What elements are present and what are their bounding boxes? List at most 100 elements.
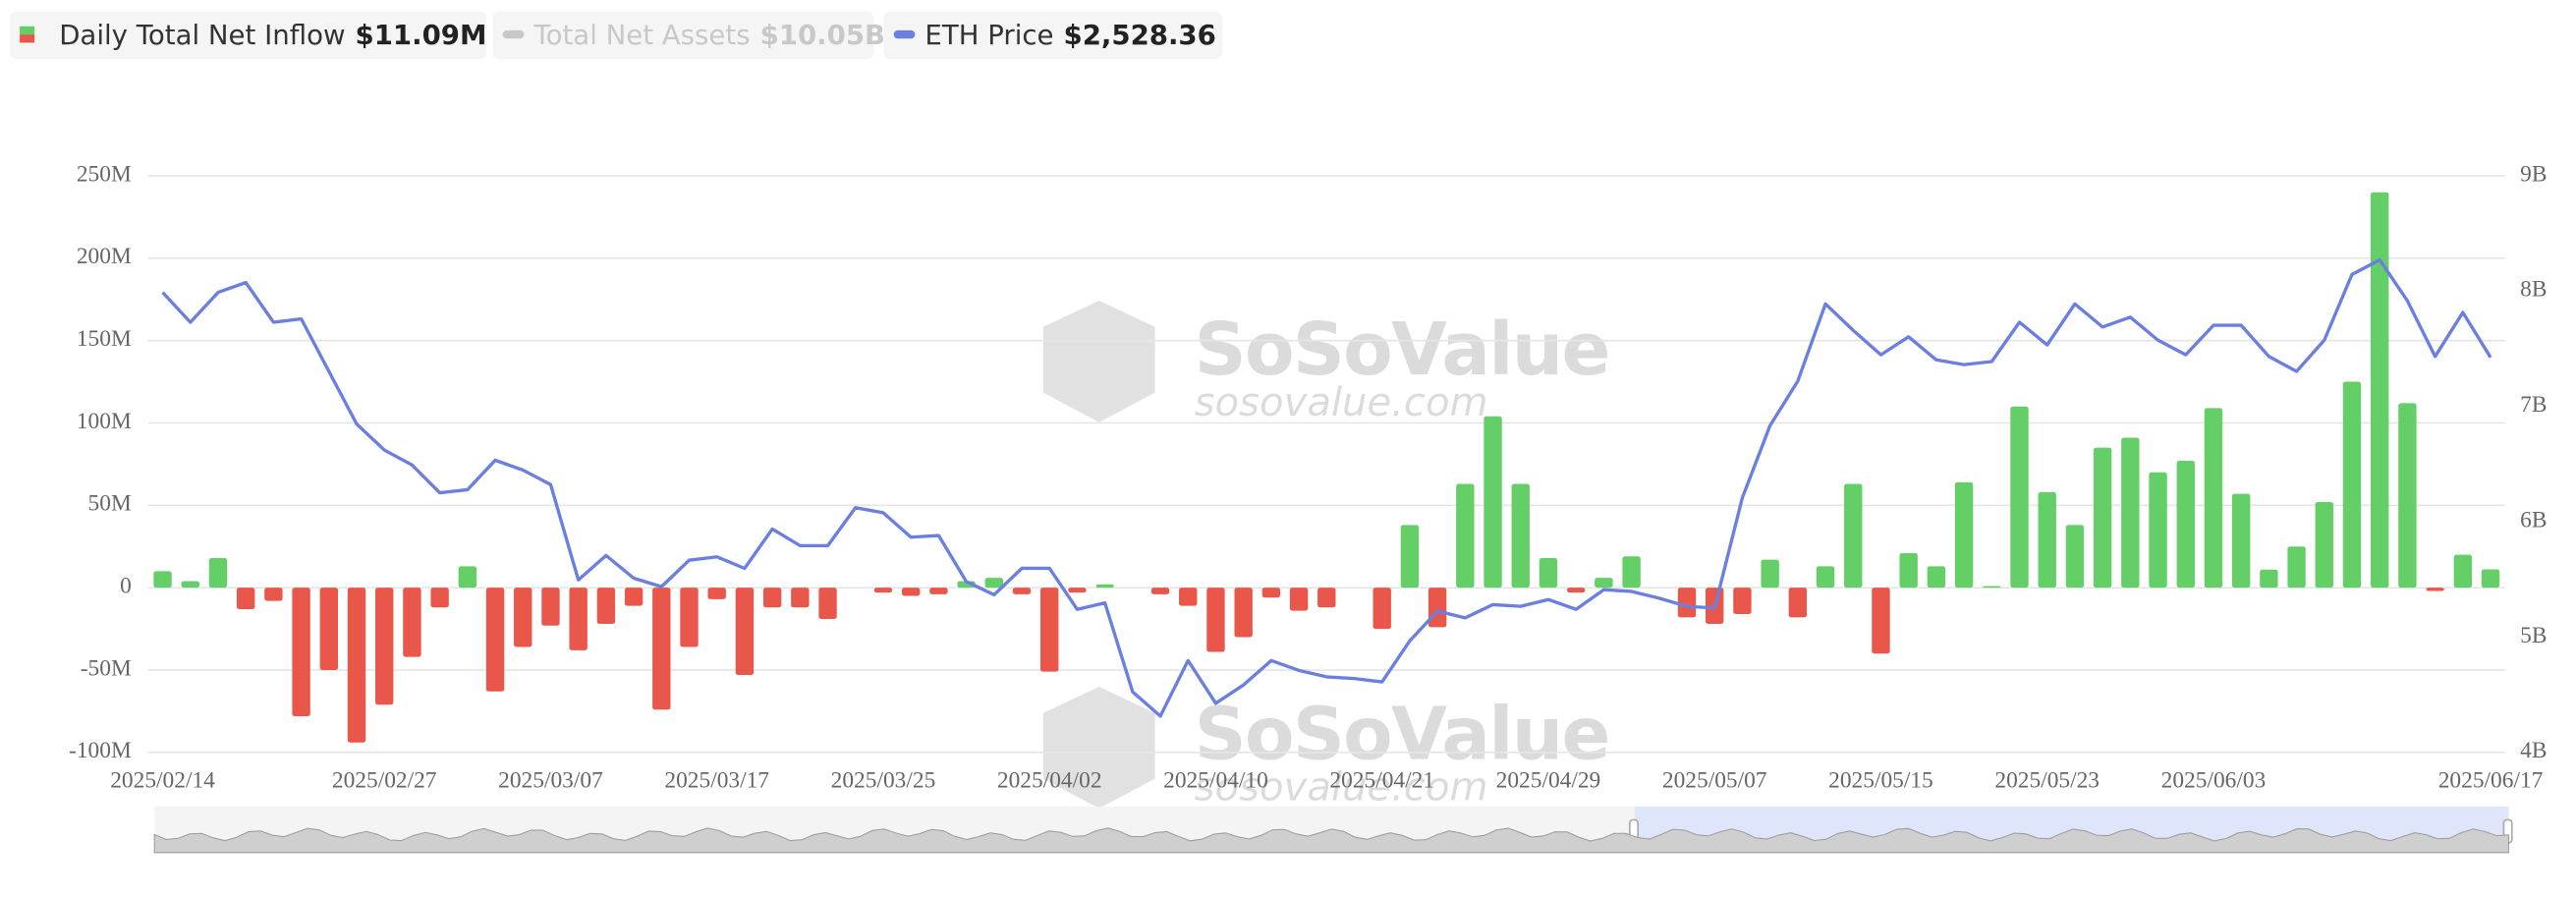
bar bbox=[735, 588, 755, 676]
y2-tick-label: 8B bbox=[2520, 277, 2547, 303]
x-tick-label: 2025/06/03 bbox=[2161, 767, 2267, 793]
bar bbox=[596, 588, 616, 625]
legend-icon bbox=[502, 29, 525, 39]
price-line bbox=[161, 257, 2492, 718]
legend-label: Daily Total Net Inflow $11.09M bbox=[59, 19, 486, 51]
bar bbox=[541, 588, 560, 626]
watermark: SoSoValue sosovalue.com SoSoValue sosova… bbox=[1042, 301, 1610, 810]
bar bbox=[1400, 525, 1420, 589]
bar bbox=[2342, 381, 2362, 589]
bar bbox=[1816, 566, 1835, 589]
legend-item[interactable]: Total Net Assets $10.05B bbox=[492, 11, 885, 60]
bar bbox=[1261, 588, 1281, 598]
bar bbox=[2398, 403, 2417, 589]
x-tick-label: 2025/03/17 bbox=[664, 767, 769, 793]
y2-tick-label: 9B bbox=[2520, 161, 2547, 187]
bar bbox=[1927, 566, 1946, 589]
bar bbox=[2093, 447, 2112, 589]
bar bbox=[2260, 569, 2278, 589]
bar bbox=[1012, 588, 1032, 594]
bar bbox=[2453, 554, 2473, 589]
grid bbox=[147, 175, 2506, 754]
x-tick-label: 2025/04/10 bbox=[1163, 767, 1268, 793]
x-tick-label: 2025/05/15 bbox=[1828, 767, 1933, 793]
bar bbox=[1983, 586, 2001, 589]
x-tick-label: 2025/04/02 bbox=[997, 767, 1102, 793]
legend-item[interactable]: Daily Total Net Inflow $11.09M bbox=[10, 11, 486, 60]
legend-label: Total Net Assets $10.05B bbox=[532, 19, 885, 51]
bar bbox=[2149, 472, 2167, 589]
bar bbox=[1566, 588, 1586, 593]
legend-value: $10.05B bbox=[760, 19, 885, 51]
bar bbox=[929, 588, 948, 594]
watermark-brand: SoSoValue bbox=[1195, 309, 1609, 392]
bar bbox=[1289, 588, 1309, 611]
x-tick-label: 2025/02/27 bbox=[332, 767, 437, 793]
x-tick-label: 2025/02/14 bbox=[110, 767, 215, 793]
bar bbox=[2204, 408, 2223, 589]
bar bbox=[2481, 569, 2500, 589]
y2-tick-label: 5B bbox=[2520, 623, 2547, 648]
y2-tick-label: 6B bbox=[2520, 507, 2547, 533]
bar bbox=[1317, 588, 1336, 608]
bar bbox=[1484, 416, 1502, 589]
bar bbox=[818, 588, 837, 620]
x-tick-label: 2025/05/23 bbox=[1994, 767, 2100, 793]
bar bbox=[1899, 552, 1918, 589]
legend-item[interactable]: ETH Price $2,528.36 bbox=[883, 11, 1223, 60]
bar bbox=[514, 588, 532, 647]
navigator-area bbox=[153, 827, 2509, 854]
bar bbox=[1622, 556, 1641, 589]
legend-bg bbox=[10, 11, 486, 60]
legend-icon bbox=[893, 29, 916, 39]
bar bbox=[1733, 588, 1752, 614]
bar bbox=[1788, 588, 1808, 618]
bar bbox=[403, 588, 421, 657]
bar bbox=[1428, 588, 1447, 628]
bar bbox=[2287, 546, 2306, 589]
bar bbox=[762, 588, 782, 608]
bar bbox=[652, 588, 671, 710]
bar bbox=[2315, 501, 2333, 589]
bar bbox=[901, 588, 921, 596]
legend-name: Daily Total Net Inflow bbox=[59, 19, 345, 51]
legend: Daily Total Net Inflow $11.09M Total Net A… bbox=[10, 11, 1223, 60]
y-tick-label: -50M bbox=[81, 655, 132, 681]
x-tick-label: 2025/03/07 bbox=[498, 767, 603, 793]
bar bbox=[458, 566, 477, 589]
bar bbox=[319, 588, 338, 671]
watermark-site: sosovalue.com bbox=[1195, 380, 1488, 425]
bar bbox=[707, 588, 726, 599]
bar bbox=[347, 588, 366, 743]
bar bbox=[2038, 491, 2056, 589]
watermark-site: sosovalue.com bbox=[1195, 764, 1488, 810]
legend-name: Total Net Assets bbox=[532, 19, 750, 51]
plot bbox=[153, 192, 2500, 743]
bar bbox=[1206, 588, 1225, 652]
bar bbox=[1372, 588, 1391, 630]
bar bbox=[2065, 525, 2085, 589]
legend-icon bbox=[20, 34, 35, 43]
y-tick-label: 100M bbox=[77, 409, 132, 434]
bar bbox=[1456, 483, 1475, 589]
y2-tick-label: 4B bbox=[2520, 738, 2547, 763]
bar bbox=[1954, 481, 1974, 589]
bar bbox=[791, 588, 810, 608]
bar bbox=[1095, 584, 1114, 589]
legend-value: $11.09M bbox=[356, 19, 487, 51]
bar bbox=[984, 578, 1003, 589]
bar bbox=[2176, 461, 2195, 589]
y-tick-label: 50M bbox=[88, 491, 132, 517]
bar bbox=[1844, 483, 1863, 589]
x-tick-label: 2025/04/21 bbox=[1329, 767, 1434, 793]
bar bbox=[1234, 588, 1253, 638]
bar bbox=[1511, 483, 1530, 589]
watermark-brand: SoSoValue bbox=[1195, 694, 1609, 777]
y2-tick-label: 7B bbox=[2520, 392, 2547, 418]
navigator[interactable] bbox=[153, 807, 2513, 854]
y-tick-label: -100M bbox=[69, 738, 132, 763]
bar bbox=[1595, 578, 1613, 589]
